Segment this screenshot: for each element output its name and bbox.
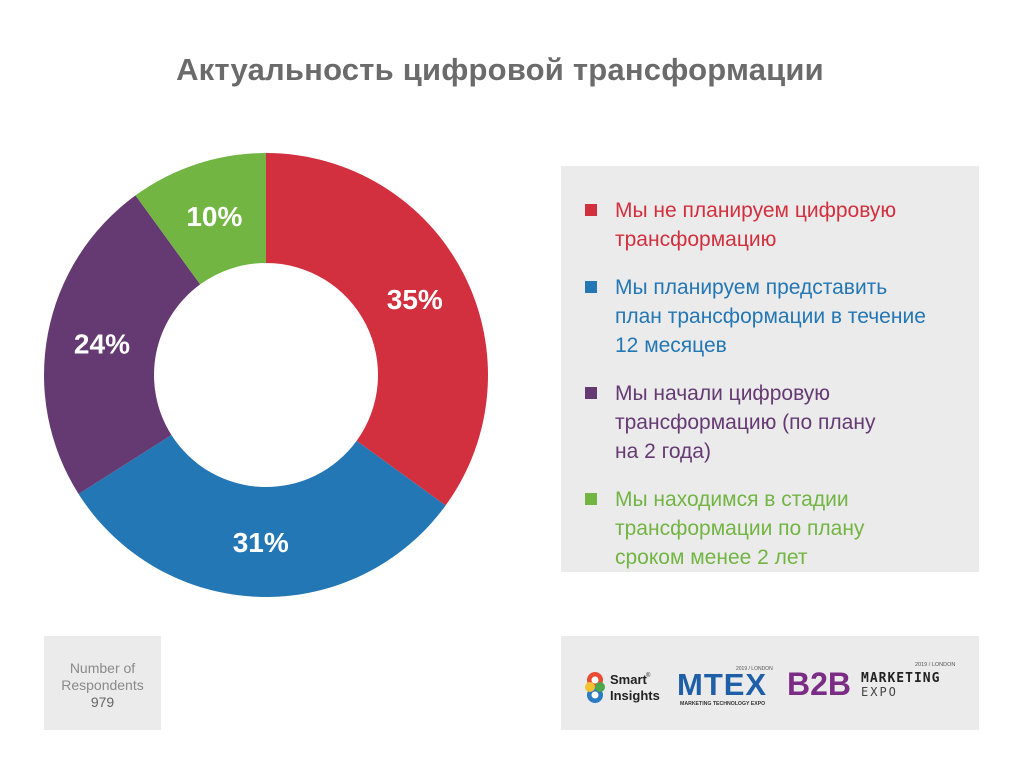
svg-text:MARKETING TECHNOLOGY EXPO: MARKETING TECHNOLOGY EXPO bbox=[680, 701, 765, 707]
slice-label: 31% bbox=[233, 527, 289, 558]
donut-slice bbox=[78, 435, 446, 597]
svg-text:®: ® bbox=[646, 672, 651, 679]
mtex-logo: 2019 / LONDON MTEX MARKETING TECHNOLOGY … bbox=[677, 666, 773, 707]
slice-label: 10% bbox=[186, 201, 242, 232]
legend: Мы не планируем цифровую трансформацию Мы… bbox=[561, 166, 979, 572]
svg-text:EXPO: EXPO bbox=[861, 685, 898, 699]
donut-slice bbox=[135, 153, 266, 285]
svg-text:MARKETING: MARKETING bbox=[861, 671, 940, 686]
respondents-count: 979 bbox=[90, 694, 115, 710]
legend-item: Мы планируем представить план трансформац… bbox=[585, 273, 963, 360]
svg-text:2019 / LONDON: 2019 / LONDON bbox=[736, 666, 773, 672]
b2b-marketing-expo-logo: 2019 / LONDON B2B MARKETING EXPO bbox=[787, 662, 955, 702]
svg-text:Smart: Smart bbox=[610, 672, 648, 687]
logos-box: Smart ® Insights 2019 / LONDON MTEX MARK… bbox=[561, 636, 979, 730]
legend-item: Мы находимся в стадии трансформации по пл… bbox=[585, 485, 963, 572]
svg-text:Insights: Insights bbox=[610, 688, 660, 703]
donut-chart: 35% 31% 24% 10% bbox=[44, 153, 488, 597]
legend-label: Мы начали цифровую трансформацию (по план… bbox=[615, 382, 876, 463]
legend-swatch bbox=[585, 281, 597, 293]
chart-title: Актуальность цифровой трансформации bbox=[176, 52, 824, 87]
respondents-box: Number of Respondents 979 bbox=[44, 636, 161, 730]
slice-label: 24% bbox=[74, 329, 130, 360]
donut-slice bbox=[266, 153, 488, 506]
legend-label: Мы не планируем цифровую трансформацию bbox=[615, 199, 897, 251]
legend-label: Мы планируем представить план трансформац… bbox=[615, 276, 926, 357]
respondents-label: Respondents bbox=[61, 677, 144, 693]
legend-item: Мы не планируем цифровую трансформацию bbox=[585, 196, 963, 254]
legend-swatch bbox=[585, 387, 597, 399]
smart-insights-logo: Smart ® Insights bbox=[585, 672, 660, 703]
slice-label: 35% bbox=[387, 284, 443, 315]
legend-label: Мы находимся в стадии трансформации по пл… bbox=[615, 488, 865, 569]
respondents-label: Number of bbox=[69, 660, 136, 676]
svg-text:MTEX: MTEX bbox=[677, 667, 767, 702]
legend-swatch bbox=[585, 493, 597, 505]
donut-slice bbox=[44, 195, 201, 494]
svg-text:2019 / LONDON: 2019 / LONDON bbox=[915, 662, 955, 668]
legend-item: Мы начали цифровую трансформацию (по план… bbox=[585, 379, 963, 466]
svg-text:B2B: B2B bbox=[787, 666, 851, 702]
legend-swatch bbox=[585, 204, 597, 216]
